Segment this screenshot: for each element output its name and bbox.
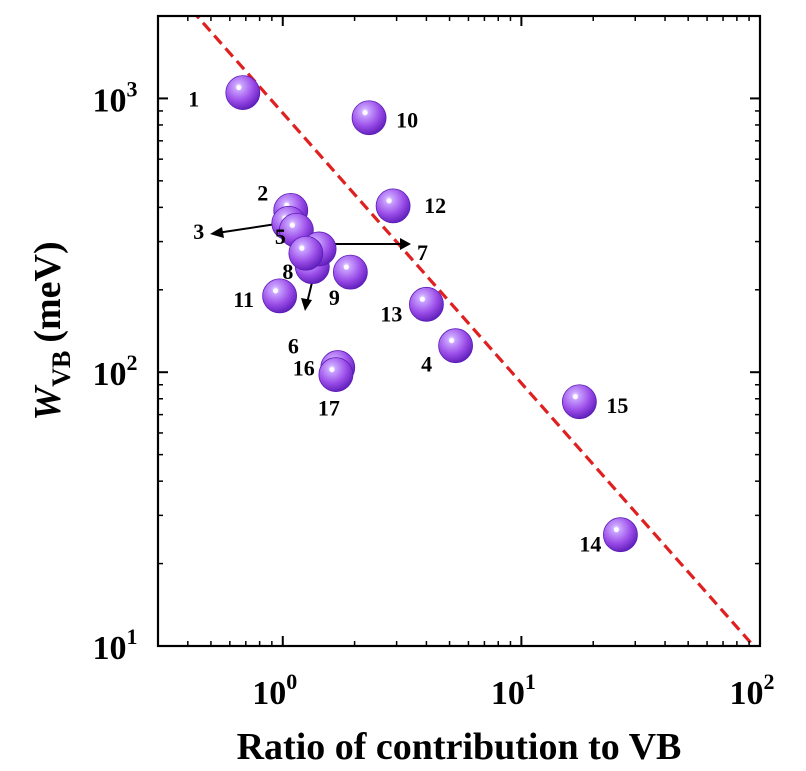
point-label-17: 17 xyxy=(318,396,340,421)
point-label-14: 14 xyxy=(579,532,601,557)
arrow-3-head xyxy=(210,227,224,238)
plot-frame xyxy=(156,14,762,648)
point-label-3: 3 xyxy=(193,219,204,244)
data-point-5-highlight xyxy=(289,222,295,228)
point-label-9: 9 xyxy=(329,285,340,310)
y-axis-title-unit: (meV) xyxy=(27,241,69,342)
arrow-6-head xyxy=(301,298,312,311)
data-points xyxy=(225,75,638,553)
x-tick-label: 101 xyxy=(491,669,536,712)
point-label-10: 10 xyxy=(396,108,418,133)
data-point-8 xyxy=(288,235,324,271)
data-point-4 xyxy=(438,328,473,364)
data-point-17 xyxy=(318,357,354,393)
x-axis-title: Ratio of contribution to VB xyxy=(237,726,682,768)
data-point-15-highlight xyxy=(572,394,578,400)
y-axis-title: WVB (meV) xyxy=(27,241,76,420)
data-point-1 xyxy=(225,75,261,111)
arrow-7-head xyxy=(400,238,411,250)
point-label-5: 5 xyxy=(275,224,286,249)
data-point-10 xyxy=(351,100,387,136)
data-point-11-highlight xyxy=(273,288,279,294)
data-point-9-highlight xyxy=(343,264,349,270)
fit-line xyxy=(194,16,755,646)
y-tick-label: 101 xyxy=(93,624,138,667)
data-point-9 xyxy=(332,254,368,290)
point-label-16: 16 xyxy=(293,356,315,381)
point-label-12: 12 xyxy=(424,193,446,218)
point-label-7: 7 xyxy=(417,240,428,265)
data-point-1-highlight xyxy=(236,85,242,91)
data-point-12-highlight xyxy=(386,198,392,204)
point-label-11: 11 xyxy=(233,287,254,312)
data-point-4-highlight xyxy=(448,338,455,344)
data-point-13 xyxy=(409,286,444,322)
y-tick-label: 103 xyxy=(93,76,138,119)
data-point-17-highlight xyxy=(329,367,335,373)
y-axis-title-subscript: VB xyxy=(47,351,76,387)
point-label-8: 8 xyxy=(282,259,293,284)
fit-line-layer xyxy=(194,16,755,646)
data-point-15 xyxy=(561,384,597,420)
y-axis-title-main: W xyxy=(27,384,69,421)
data-point-14 xyxy=(603,517,638,553)
data-point-10-highlight xyxy=(362,110,368,116)
point-label-6: 6 xyxy=(288,334,299,359)
data-point-14-highlight xyxy=(613,527,620,533)
point-label-1: 1 xyxy=(188,87,199,112)
y-tick-label: 102 xyxy=(93,350,138,393)
x-tick-label: 100 xyxy=(252,669,297,712)
data-point-13-highlight xyxy=(419,296,426,302)
data-point-8-highlight xyxy=(299,245,305,251)
point-label-2: 2 xyxy=(257,180,268,205)
point-label-4: 4 xyxy=(421,352,432,377)
x-tick-label: 102 xyxy=(730,669,775,712)
point-label-13: 13 xyxy=(380,301,402,326)
data-point-11 xyxy=(262,278,298,314)
data-point-12 xyxy=(375,188,411,224)
point-label-15: 15 xyxy=(606,393,628,418)
